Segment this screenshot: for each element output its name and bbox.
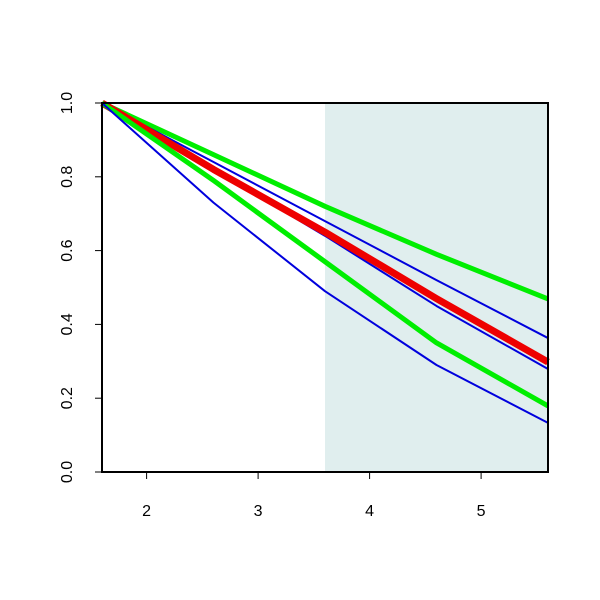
- y-tick-label: 0.4: [59, 313, 76, 335]
- x-tick-label: 3: [254, 503, 263, 520]
- curve: [100, 100, 549, 302]
- y-tick-label: 0.0: [59, 461, 76, 483]
- x-tick-label: 5: [477, 503, 486, 520]
- y-tick-label: 0.2: [59, 387, 76, 409]
- curve: [100, 100, 550, 409]
- curve: [101, 102, 549, 339]
- y-tick-label: 0.6: [59, 239, 76, 261]
- y-tick-label: 1.0: [59, 92, 76, 114]
- y-tick-label: 0.8: [59, 166, 76, 188]
- x-tick-label: 2: [142, 503, 151, 520]
- curve: [100, 99, 550, 366]
- x-tick-label: 4: [365, 503, 374, 520]
- curve: [101, 102, 549, 424]
